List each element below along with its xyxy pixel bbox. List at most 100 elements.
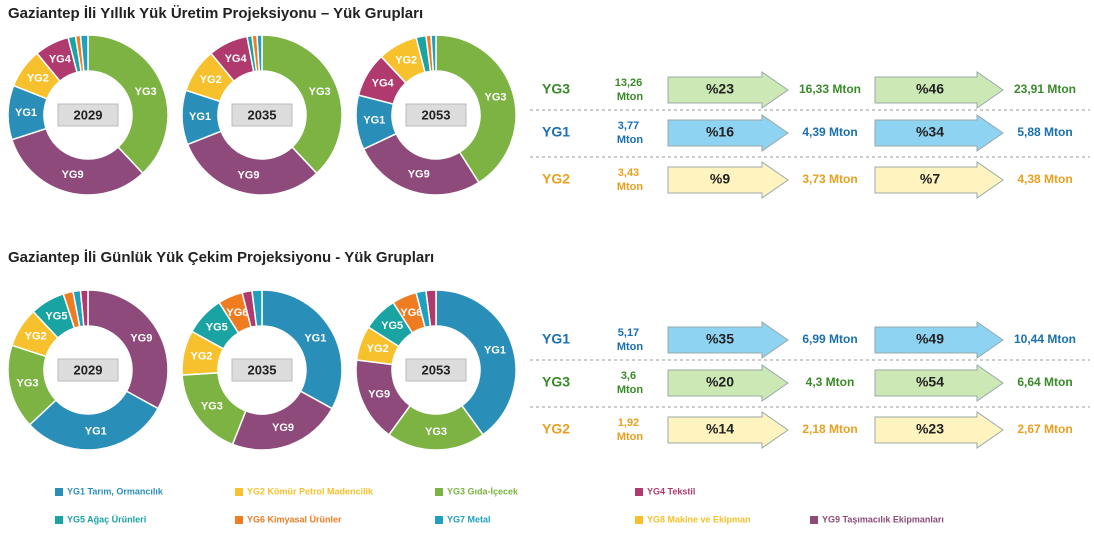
percent-2: %34 — [916, 124, 944, 140]
section-title: Gaziantep İli Günlük Yük Çekim Projeksiy… — [8, 249, 434, 266]
group-label: YG1 — [542, 124, 570, 140]
legend-swatch — [635, 516, 643, 524]
section-title: Gaziantep İli Yıllık Yük Üretim Projeksi… — [8, 5, 423, 22]
start-value: 3,43 Mton — [617, 167, 644, 193]
segment-label: YG9 — [237, 169, 259, 181]
percent-1: %20 — [706, 374, 734, 390]
start-value: 5,17 Mton — [617, 327, 644, 353]
segment-label: YG2 — [395, 55, 417, 67]
group-label: YG3 — [542, 374, 570, 390]
mid-value: 3,73 Mton — [802, 172, 857, 186]
donut-segment — [261, 289, 343, 410]
year-label: 2035 — [248, 362, 277, 377]
legend-swatch — [235, 516, 243, 524]
percent-1: %23 — [706, 81, 734, 97]
year-box — [231, 358, 293, 382]
flow-arrow — [874, 114, 1004, 152]
legend-label: YG3 Gıda-İçecek — [447, 486, 519, 496]
percent-2: %7 — [920, 171, 940, 187]
year-box — [405, 358, 467, 382]
segment-label: YG6 — [226, 307, 248, 319]
legend-label: YG1 Tarım, Ormancılık — [67, 486, 164, 496]
segment-label: YG9 — [62, 169, 84, 181]
flow-arrow — [667, 411, 789, 449]
percent-2: %23 — [916, 421, 944, 437]
segment-label: YG3 — [425, 426, 447, 438]
mid-value: 2,18 Mton — [802, 422, 857, 436]
segment-label: YG3 — [16, 377, 38, 389]
segment-label: YG6 — [400, 307, 422, 319]
mid-value: 4,39 Mton — [802, 125, 857, 139]
segment-label: YG2 — [367, 343, 389, 355]
donut-segment — [79, 34, 89, 73]
donut-segment — [362, 132, 480, 196]
segment-label: YG3 — [309, 86, 331, 98]
flow-arrow — [667, 71, 789, 109]
donut-segment — [87, 289, 169, 410]
end-value: 4,38 Mton — [1017, 172, 1072, 186]
donut-segment — [435, 34, 517, 184]
mid-value: 16,33 Mton — [799, 82, 861, 96]
segment-label: YG2 — [25, 331, 47, 343]
legend-label: YG2 Kömür Petrol Madencilik — [247, 486, 374, 496]
donut-segment — [425, 289, 437, 328]
donut-segment — [79, 289, 89, 328]
mid-value: 4,3 Mton — [806, 375, 855, 389]
legend-label: YG6 Kimyasal Ürünler — [247, 514, 342, 524]
end-value: 2,67 Mton — [1017, 422, 1072, 436]
legend-label: YG8 Makine ve Ekipman — [647, 514, 751, 524]
start-value: 1,92 Mton — [617, 417, 644, 443]
percent-1: %16 — [706, 124, 734, 140]
legend-swatch — [235, 488, 243, 496]
flow-arrow — [874, 161, 1004, 199]
mid-value: 6,99 Mton — [802, 332, 857, 346]
start-value: 3,77 Mton — [617, 120, 644, 146]
percent-2: %54 — [916, 374, 944, 390]
percent-1: %14 — [706, 421, 734, 437]
year-box — [57, 103, 119, 127]
segment-label: YG3 — [485, 92, 507, 104]
percent-1: %35 — [706, 331, 734, 347]
legend-swatch — [810, 516, 818, 524]
year-label: 2035 — [248, 107, 277, 122]
segment-label: YG5 — [45, 311, 67, 323]
year-box — [405, 103, 467, 127]
segment-label: YG4 — [49, 54, 72, 66]
flow-arrow — [874, 364, 1004, 402]
group-label: YG2 — [542, 171, 570, 187]
year-label: 2053 — [422, 107, 451, 122]
segment-label: YG1 — [15, 107, 37, 119]
segment-label: YG4 — [225, 53, 248, 65]
donut-segment — [87, 34, 169, 175]
segment-label: YG3 — [135, 86, 157, 98]
legend-label: YG7 Metal — [447, 514, 491, 524]
segment-label: YG5 — [381, 320, 403, 332]
segment-label: YG5 — [206, 321, 228, 333]
segment-label: YG2 — [190, 350, 212, 362]
legend-label: YG5 Ağaç Ürünleri — [67, 514, 146, 524]
group-label: YG2 — [542, 421, 570, 437]
year-label: 2029 — [74, 107, 103, 122]
legend-swatch — [435, 516, 443, 524]
start-value: 13,26 Mton — [615, 77, 646, 103]
year-box — [231, 103, 293, 127]
segment-label: YG1 — [304, 332, 326, 344]
segment-label: YG1 — [363, 115, 385, 127]
segment-label: YG4 — [372, 77, 395, 89]
flow-arrow — [667, 364, 789, 402]
end-value: 10,44 Mton — [1014, 332, 1076, 346]
donut-segment — [251, 289, 263, 328]
legend-swatch — [55, 488, 63, 496]
flow-arrow — [874, 411, 1004, 449]
flow-arrow — [667, 114, 789, 152]
year-label: 2053 — [422, 362, 451, 377]
year-label: 2029 — [74, 362, 103, 377]
donut-segment — [430, 34, 437, 72]
donut-segment — [256, 34, 263, 72]
flow-arrow — [667, 161, 789, 199]
donut-segment — [261, 34, 343, 175]
segment-label: YG9 — [368, 389, 390, 401]
year-box — [57, 358, 119, 382]
donut-segment — [231, 390, 334, 451]
